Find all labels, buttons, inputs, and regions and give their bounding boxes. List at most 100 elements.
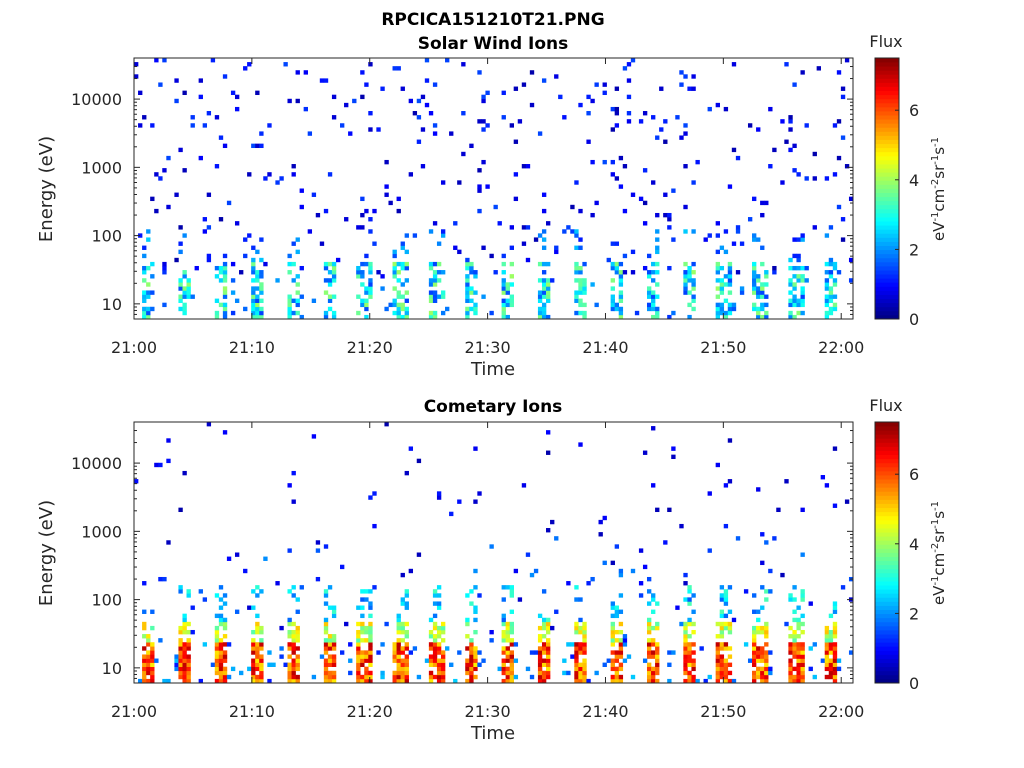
heatmap-cell: [182, 642, 187, 647]
heatmap-cell: [687, 662, 692, 667]
heatmap-cell: [626, 78, 632, 83]
heatmap-cell: [327, 172, 333, 177]
heatmap-cell: [218, 265, 224, 271]
heatmap-cell: [828, 306, 834, 312]
heatmap-cell: [251, 270, 256, 275]
heatmap-cell: [473, 605, 478, 610]
heatmap-cell: [828, 670, 834, 676]
heatmap-cell: [315, 548, 321, 553]
heatmap-cell: [360, 625, 365, 631]
heatmap-cell: [400, 314, 405, 320]
heatmap-cell: [251, 638, 256, 643]
heatmap-cell: [796, 298, 801, 303]
colorbar-swatch: [875, 621, 899, 627]
colorbar-swatch: [875, 127, 899, 132]
heatmap-cell: [683, 666, 688, 672]
heatmap-cell: [473, 609, 478, 614]
heatmap-cell: [832, 654, 838, 659]
heatmap-cell: [739, 286, 745, 291]
heatmap-cell: [602, 560, 607, 566]
heatmap-cell: [800, 286, 805, 291]
heatmap-cell: [222, 270, 228, 275]
heatmap-cell: [646, 576, 652, 582]
heatmap-cell: [651, 278, 656, 283]
heatmap-cell: [323, 278, 329, 283]
heatmap-cell: [715, 294, 720, 299]
figure-title: RPCICA151210T21.PNG: [381, 10, 604, 30]
heatmap-cell: [574, 658, 579, 663]
heatmap-cell: [146, 658, 151, 663]
heatmap-cell: [214, 115, 220, 120]
heatmap-cell: [178, 666, 183, 672]
heatmap-cell: [509, 585, 514, 590]
colorbar-swatch: [875, 217, 899, 222]
heatmap-cell: [445, 646, 450, 651]
heatmap-cell: [614, 629, 620, 635]
heatmap-cell: [287, 483, 292, 488]
heatmap-cell: [222, 314, 228, 320]
heatmap-cell: [582, 625, 587, 631]
colorbar-swatch: [875, 581, 899, 586]
heatmap-cell: [331, 294, 337, 299]
heatmap-cell: [800, 278, 805, 283]
heatmap-cell: [537, 662, 543, 667]
heatmap-cell: [578, 666, 583, 672]
heatmap-cell: [683, 625, 688, 631]
heatmap-cell: [719, 302, 725, 308]
colorbar-swatch: [875, 458, 899, 464]
heatmap-cell: [800, 642, 805, 647]
heatmap-cell: [832, 294, 838, 299]
heatmap-cell: [384, 306, 389, 312]
heatmap-cell: [247, 605, 252, 610]
heatmap-cell: [824, 270, 830, 275]
heatmap-cell: [295, 646, 300, 651]
heatmap-cell: [465, 298, 470, 303]
heatmap-cell: [259, 270, 264, 275]
heatmap-cell: [440, 290, 446, 295]
heatmap-cell: [295, 625, 300, 631]
heatmap-cell: [828, 662, 834, 667]
heatmap-cell: [731, 617, 737, 623]
heatmap-cell: [287, 666, 292, 672]
heatmap-cell: [331, 270, 337, 275]
heatmap-cell: [752, 642, 757, 647]
colorbar-swatch: [875, 131, 899, 136]
heatmap-cell: [327, 654, 333, 659]
heatmap-cell: [368, 265, 373, 271]
heatmap-cell: [198, 78, 203, 83]
heatmap-cell: [271, 662, 276, 667]
heatmap-cell: [646, 638, 652, 643]
heatmap-cell: [182, 658, 187, 663]
heatmap-cell: [687, 646, 692, 651]
heatmap-cell: [764, 270, 769, 275]
heatmap-cell: [356, 642, 361, 647]
heatmap-cell: [222, 306, 228, 312]
heatmap-cell: [348, 658, 353, 663]
heatmap-cell: [432, 593, 438, 598]
heatmap-cell: [287, 261, 292, 267]
heatmap-cell: [440, 294, 446, 299]
heatmap-cell: [812, 151, 817, 157]
heatmap-cell: [295, 678, 300, 684]
heatmap-cell: [368, 613, 373, 619]
heatmap-cell: [440, 658, 446, 663]
heatmap-cell: [501, 629, 506, 635]
heatmap-cell: [368, 674, 373, 680]
heatmap-cell: [610, 621, 615, 627]
colorbar-swatch: [875, 658, 899, 664]
heatmap-cell: [251, 605, 256, 610]
heatmap-cell: [792, 282, 797, 287]
heatmap-cell: [792, 143, 797, 149]
heatmap-cell: [174, 257, 179, 263]
heatmap-cell: [477, 650, 482, 655]
heatmap-cell: [824, 282, 830, 287]
heatmap-cell: [723, 666, 729, 672]
heatmap-cell: [182, 270, 187, 275]
heatmap-cell: [574, 621, 579, 627]
heatmap-cell: [646, 253, 652, 259]
heatmap-cell: [166, 438, 171, 443]
heatmap-cell: [166, 204, 171, 210]
heatmap-cell: [222, 265, 228, 271]
heatmap-cell: [655, 601, 660, 606]
colorbar-swatch: [875, 200, 899, 206]
